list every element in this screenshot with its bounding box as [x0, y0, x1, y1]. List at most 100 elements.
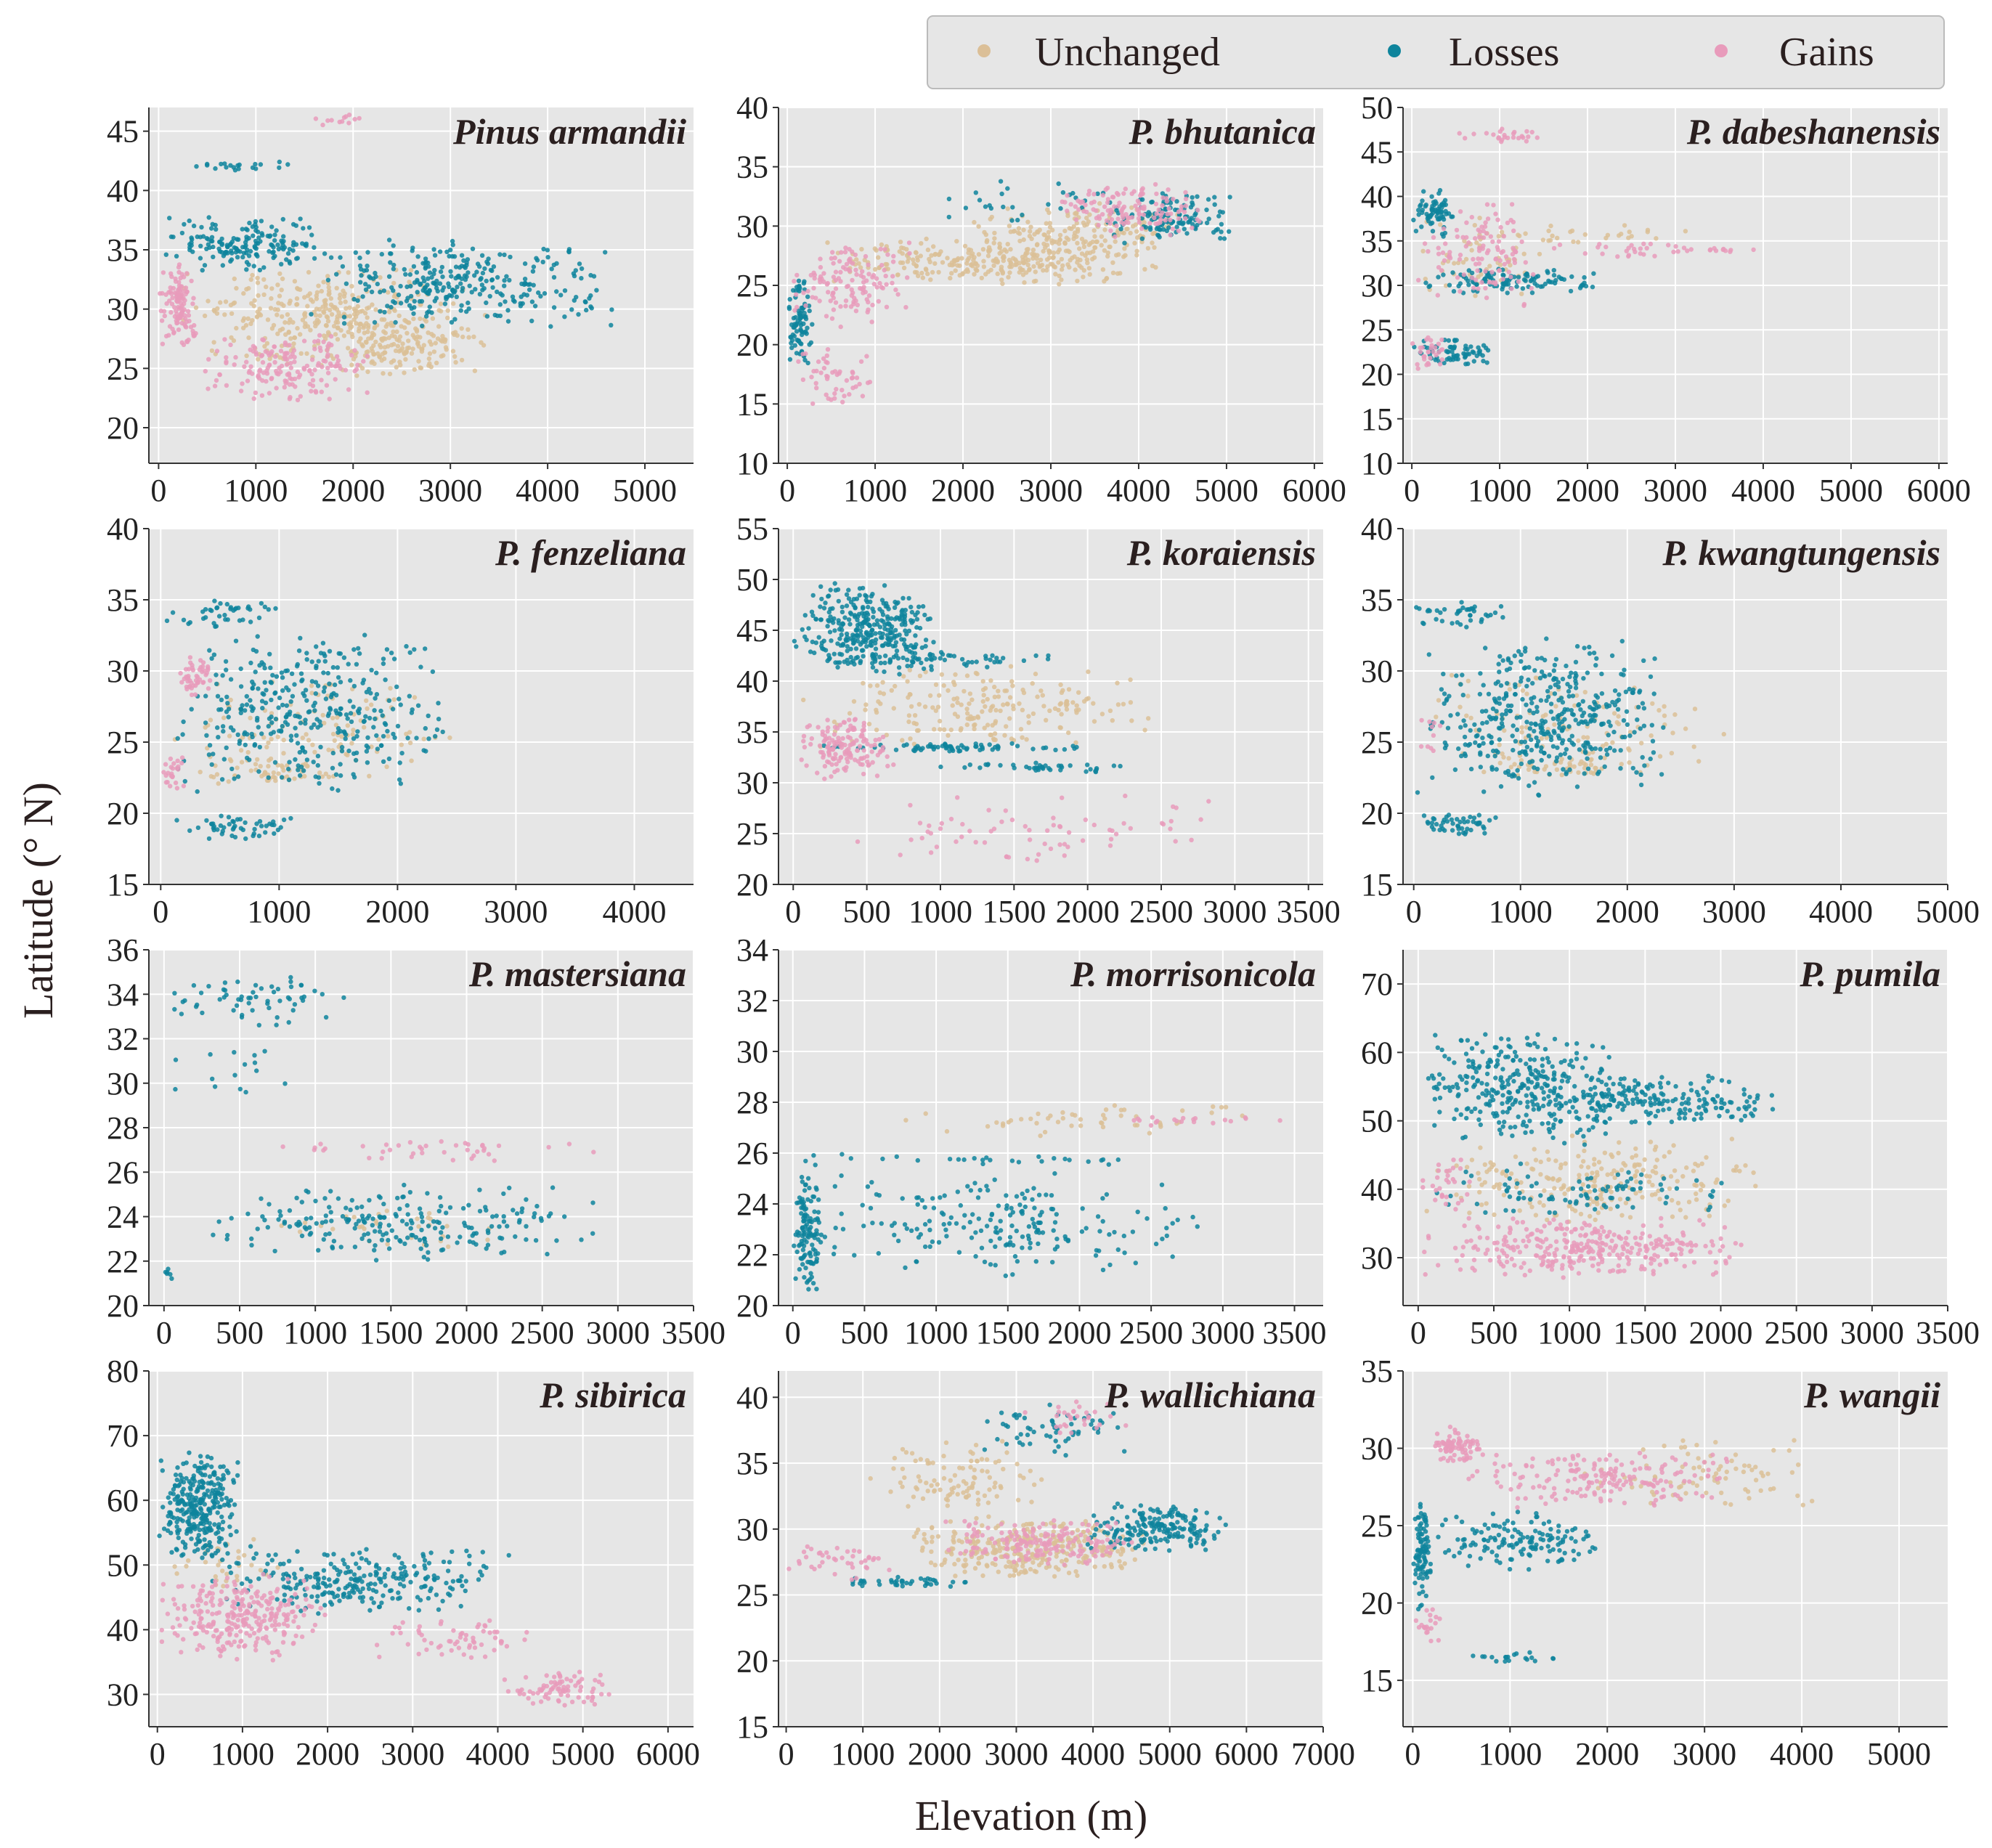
y-tick-label: 40 — [1361, 179, 1393, 215]
point-gains — [855, 375, 859, 380]
point-gains — [1183, 216, 1187, 221]
point-losses — [378, 309, 382, 314]
point-losses — [423, 726, 428, 730]
point-losses — [996, 745, 1001, 749]
point-unchanged — [451, 349, 455, 353]
point-losses — [1546, 279, 1550, 283]
point-gains — [1436, 252, 1441, 256]
point-losses — [1575, 784, 1580, 789]
point-gains — [1498, 225, 1503, 229]
point-losses — [360, 294, 365, 298]
point-losses — [609, 307, 614, 312]
point-losses — [412, 305, 416, 309]
point-gains — [1455, 235, 1460, 239]
point-gains — [891, 254, 895, 259]
point-unchanged — [306, 738, 311, 742]
point-gains — [858, 744, 862, 749]
point-losses — [1581, 699, 1585, 704]
point-losses — [1439, 687, 1444, 691]
point-losses — [1456, 746, 1460, 751]
point-unchanged — [983, 272, 988, 276]
point-unchanged — [1020, 268, 1025, 272]
point-unchanged — [429, 342, 434, 346]
point-unchanged — [269, 286, 274, 290]
point-losses — [253, 743, 257, 747]
point-gains — [259, 354, 264, 358]
point-unchanged — [1088, 272, 1092, 277]
point-losses — [1530, 290, 1534, 295]
point-unchanged — [270, 326, 275, 330]
point-losses — [285, 722, 290, 727]
point-losses — [276, 828, 280, 832]
point-losses — [435, 728, 439, 732]
point-gains — [186, 338, 190, 342]
point-unchanged — [1102, 227, 1107, 232]
point-losses — [1468, 344, 1473, 349]
point-losses — [480, 288, 484, 292]
point-losses — [503, 299, 507, 304]
point-losses — [383, 677, 387, 682]
point-gains — [293, 384, 297, 388]
point-losses — [312, 256, 317, 261]
point-gains — [1045, 829, 1049, 833]
point-gains — [184, 675, 189, 680]
point-unchanged — [913, 713, 917, 717]
point-unchanged — [1544, 764, 1548, 768]
point-unchanged — [234, 326, 238, 330]
point-losses — [194, 164, 198, 168]
point-losses — [1515, 768, 1519, 773]
point-losses — [481, 271, 485, 275]
point-losses — [878, 624, 882, 629]
point-gains — [1110, 217, 1114, 221]
point-gains — [1114, 831, 1118, 836]
point-unchanged — [402, 350, 406, 354]
point-gains — [1423, 241, 1427, 245]
x-tick-label: 4000 — [516, 473, 580, 508]
point-unchanged — [410, 351, 414, 356]
point-losses — [1483, 646, 1487, 650]
point-losses — [1035, 766, 1039, 770]
point-losses — [253, 245, 257, 250]
point-losses — [988, 742, 992, 746]
point-gains — [811, 286, 816, 290]
y-tick-label: 45 — [1361, 134, 1393, 170]
point-gains — [850, 278, 854, 282]
point-losses — [190, 707, 194, 712]
point-losses — [1222, 236, 1227, 240]
point-unchanged — [1619, 232, 1623, 236]
point-gains — [1458, 131, 1462, 135]
point-unchanged — [460, 358, 464, 362]
point-gains — [838, 270, 842, 274]
point-gains — [864, 354, 869, 358]
point-gains — [1109, 837, 1113, 842]
point-unchanged — [988, 708, 993, 712]
point-losses — [431, 247, 436, 251]
point-losses — [434, 296, 439, 300]
point-unchanged — [372, 333, 376, 337]
point-gains — [843, 266, 847, 271]
point-unchanged — [1498, 263, 1503, 267]
point-gains — [1464, 235, 1468, 240]
point-unchanged — [1017, 239, 1022, 243]
point-losses — [220, 831, 224, 836]
point-unchanged — [1059, 277, 1063, 282]
point-losses — [198, 256, 203, 260]
point-gains — [805, 289, 810, 293]
point-losses — [882, 669, 886, 674]
point-losses — [1463, 362, 1468, 366]
point-losses — [455, 285, 459, 289]
point-unchanged — [989, 733, 993, 737]
point-losses — [587, 296, 591, 301]
point-gains — [267, 353, 272, 357]
point-unchanged — [1035, 694, 1039, 699]
x-tick-label: 500 — [843, 894, 891, 929]
point-losses — [1156, 233, 1160, 237]
point-losses — [251, 224, 255, 229]
point-unchanged — [381, 329, 386, 333]
point-unchanged — [1649, 733, 1654, 738]
point-losses — [489, 269, 494, 273]
point-losses — [190, 243, 194, 248]
point-losses — [255, 716, 259, 720]
point-unchanged — [310, 743, 314, 747]
point-unchanged — [381, 336, 386, 341]
